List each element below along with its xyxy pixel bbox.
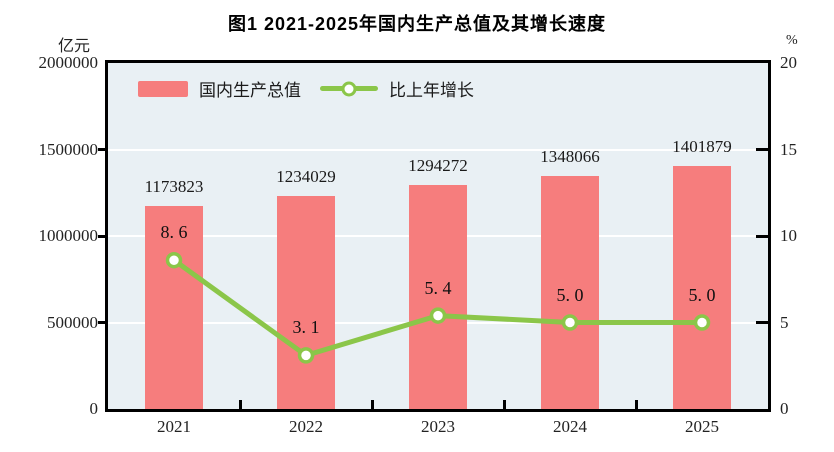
x-axis-tick-label: 2023 <box>421 417 455 436</box>
x-axis-tick <box>634 400 638 409</box>
growth-marker-icon <box>297 347 315 364</box>
bar-value-label: 1401879 <box>672 137 732 157</box>
legend-line-swatch <box>320 81 378 96</box>
legend-bar-label: 国内生产总值 <box>199 81 301 100</box>
growth-value-label: 8. 6 <box>160 222 188 243</box>
bar-value-label: 1173823 <box>144 176 204 196</box>
bar-2024 <box>541 175 599 409</box>
x-axis-tick <box>502 400 506 409</box>
x-axis-tick <box>370 400 374 409</box>
legend: 国内生产总值 比上年增长 <box>138 76 474 101</box>
x-axis-tick-label: 2022 <box>289 417 323 436</box>
x-axis-tick-label: 2024 <box>553 417 587 436</box>
right-axis-tick-label: 5 <box>780 312 789 332</box>
left-axis-tick-label: 500000 <box>47 312 98 332</box>
right-axis-tick-label: 10 <box>780 226 797 245</box>
gridline <box>108 148 768 151</box>
x-axis-tick <box>238 400 242 409</box>
x-axis-tick-label: 2021 <box>157 417 191 436</box>
bar-2023 <box>409 185 467 409</box>
bar-2025 <box>673 166 731 409</box>
right-axis-tick-label: 0 <box>780 399 789 418</box>
x-axis-tick-label: 2025 <box>685 417 719 436</box>
left-axis-tick-label: 1500000 <box>38 139 99 159</box>
plot-area: 1173823 1234029 1294272 1348066 1401879 8. 6 3… <box>105 60 771 412</box>
bar-2021 <box>145 205 203 409</box>
left-axis-tick-label: 0 <box>89 399 99 418</box>
right-axis-unit-label: % <box>786 33 798 48</box>
left-axis-tick <box>98 234 108 238</box>
left-axis-tick <box>98 148 108 151</box>
bar-value-label: 1234029 <box>276 166 336 186</box>
chart-title: 图1 2021-2025年国内生产总值及其增长速度 <box>227 14 607 34</box>
growth-marker-icon <box>561 314 579 331</box>
right-axis-tick-label: 15 <box>780 139 797 159</box>
growth-line-layer <box>165 251 711 364</box>
right-axis-tick-label: 20 <box>780 53 797 72</box>
bar-value-label: 1294272 <box>408 156 468 176</box>
bar-2022 <box>277 195 335 409</box>
right-axis-tick <box>756 321 768 324</box>
growth-marker-icon <box>693 314 711 331</box>
right-axis-tick <box>756 234 768 238</box>
growth-value-label: 3. 1 <box>292 317 320 338</box>
left-axis-tick-label: 1000000 <box>38 226 99 245</box>
left-axis-tick <box>98 321 108 324</box>
right-axis-tick <box>756 148 768 151</box>
legend-line-label: 比上年增长 <box>389 81 474 100</box>
left-axis-unit-label: 亿元 <box>57 38 90 55</box>
growth-value-label: 5. 0 <box>556 284 584 305</box>
growth-marker-icon <box>429 307 447 324</box>
growth-value-label: 5. 4 <box>424 277 452 298</box>
left-axis-tick-label: 2000000 <box>38 53 99 72</box>
growth-marker-icon <box>165 251 183 269</box>
legend-bar-swatch <box>138 80 188 97</box>
growth-value-label: 5. 0 <box>688 284 716 305</box>
bar-value-label: 1348066 <box>540 146 600 166</box>
legend-line-marker-icon <box>341 81 357 96</box>
